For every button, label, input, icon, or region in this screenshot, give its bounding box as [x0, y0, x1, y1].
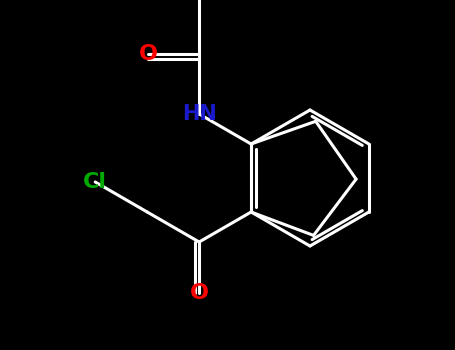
Text: O: O	[139, 44, 157, 64]
Text: O: O	[190, 283, 209, 303]
Text: Cl: Cl	[83, 172, 107, 192]
Text: HN: HN	[182, 104, 217, 124]
